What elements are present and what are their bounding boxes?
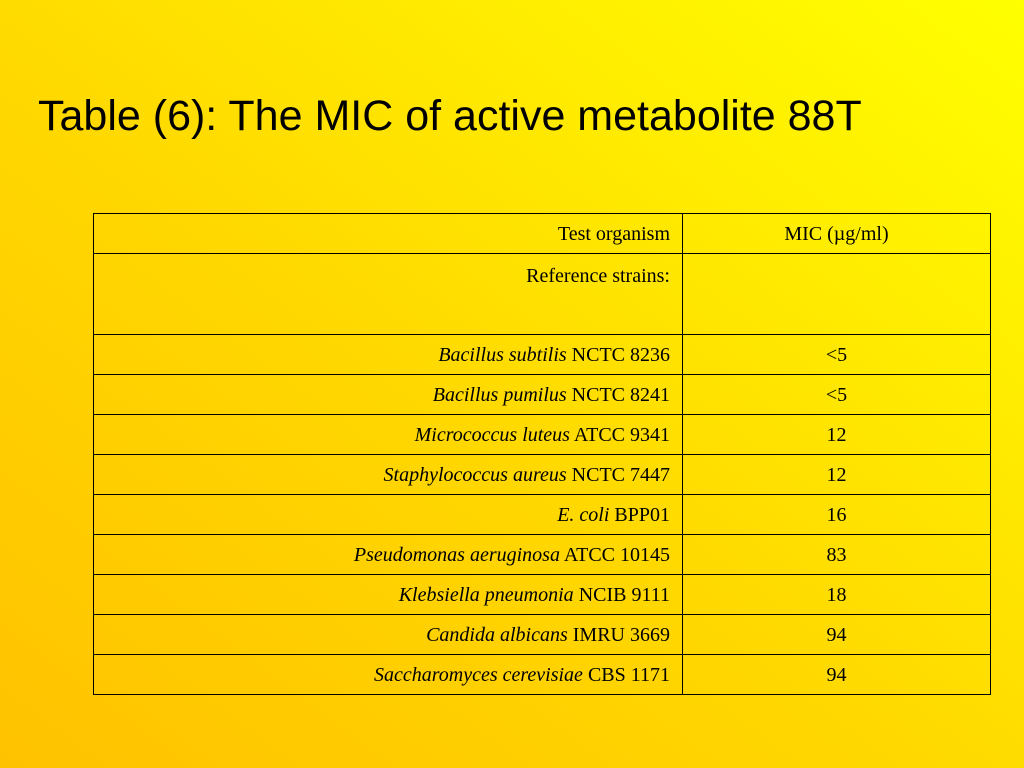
table-row: Pseudomonas aeruginosa ATCC 10145 83 xyxy=(93,534,991,575)
strain-code: IMRU 3669 xyxy=(572,623,670,646)
mic-value: 12 xyxy=(682,414,991,455)
organism-cell: Candida albicans IMRU 3669 xyxy=(93,614,683,655)
organism-cell: Klebsiella pneumonia NCIB 9111 xyxy=(93,574,683,615)
table-row: Micrococcus luteus ATCC 9341 12 xyxy=(93,414,991,455)
organism-cell: Pseudomonas aeruginosa ATCC 10145 xyxy=(93,534,683,575)
organism-cell: Micrococcus luteus ATCC 9341 xyxy=(93,414,683,455)
organism-cell: E. coli BPP01 xyxy=(93,494,683,535)
mic-table: Test organism MIC (µg/ml) Reference stra… xyxy=(93,213,991,695)
mic-value: 12 xyxy=(682,454,991,495)
header-organism: Test organism xyxy=(93,213,683,254)
mic-value: 83 xyxy=(682,534,991,575)
strain-code: NCTC 8236 xyxy=(571,343,670,366)
header-row: Test organism MIC (µg/ml) xyxy=(93,213,991,254)
strain-code: ATCC 10145 xyxy=(563,543,670,566)
mic-value: 18 xyxy=(682,574,991,615)
mic-value: 94 xyxy=(682,654,991,695)
slide-title: Table (6): The MIC of active metabolite … xyxy=(38,92,862,140)
mic-value: <5 xyxy=(682,334,991,375)
table-row: E. coli BPP01 16 xyxy=(93,494,991,535)
mic-value: 16 xyxy=(682,494,991,535)
mic-value: <5 xyxy=(682,374,991,415)
table-row: Bacillus pumilus NCTC 8241 <5 xyxy=(93,374,991,415)
header-mic: MIC (µg/ml) xyxy=(682,213,991,254)
strain-code: NCIB 9111 xyxy=(578,583,670,606)
table-row: Candida albicans IMRU 3669 94 xyxy=(93,614,991,655)
strain-code: ATCC 9341 xyxy=(573,423,670,446)
table-row: Staphylococcus aureus NCTC 7447 12 xyxy=(93,454,991,495)
strain-code: CBS 1171 xyxy=(587,663,670,686)
table-row: Bacillus subtilis NCTC 8236 <5 xyxy=(93,334,991,375)
species-name: Klebsiella pneumonia xyxy=(398,583,574,606)
strain-code: NCTC 8241 xyxy=(571,383,670,406)
section-row: Reference strains: xyxy=(93,253,991,335)
strain-code: BPP01 xyxy=(614,503,670,526)
organism-cell: Saccharomyces cerevisiae CBS 1171 xyxy=(93,654,683,695)
table-row: Saccharomyces cerevisiae CBS 1171 94 xyxy=(93,654,991,695)
table-row: Klebsiella pneumonia NCIB 9111 18 xyxy=(93,574,991,615)
mic-table-body: Test organism MIC (µg/ml) Reference stra… xyxy=(93,213,991,695)
organism-cell: Bacillus pumilus NCTC 8241 xyxy=(93,374,683,415)
species-name: Candida albicans xyxy=(426,623,568,646)
organism-cell: Staphylococcus aureus NCTC 7447 xyxy=(93,454,683,495)
species-name: Micrococcus luteus xyxy=(414,423,570,446)
species-name: Pseudomonas aeruginosa xyxy=(353,543,560,566)
section-empty-cell xyxy=(682,253,991,335)
species-name: Staphylococcus aureus xyxy=(383,463,567,486)
species-name: Saccharomyces cerevisiae xyxy=(373,663,583,686)
section-label: Reference strains: xyxy=(93,253,683,335)
species-name: Bacillus subtilis xyxy=(438,343,567,366)
strain-code: NCTC 7447 xyxy=(571,463,670,486)
organism-cell: Bacillus subtilis NCTC 8236 xyxy=(93,334,683,375)
mic-value: 94 xyxy=(682,614,991,655)
species-name: E. coli xyxy=(557,503,610,526)
species-name: Bacillus pumilus xyxy=(432,383,567,406)
